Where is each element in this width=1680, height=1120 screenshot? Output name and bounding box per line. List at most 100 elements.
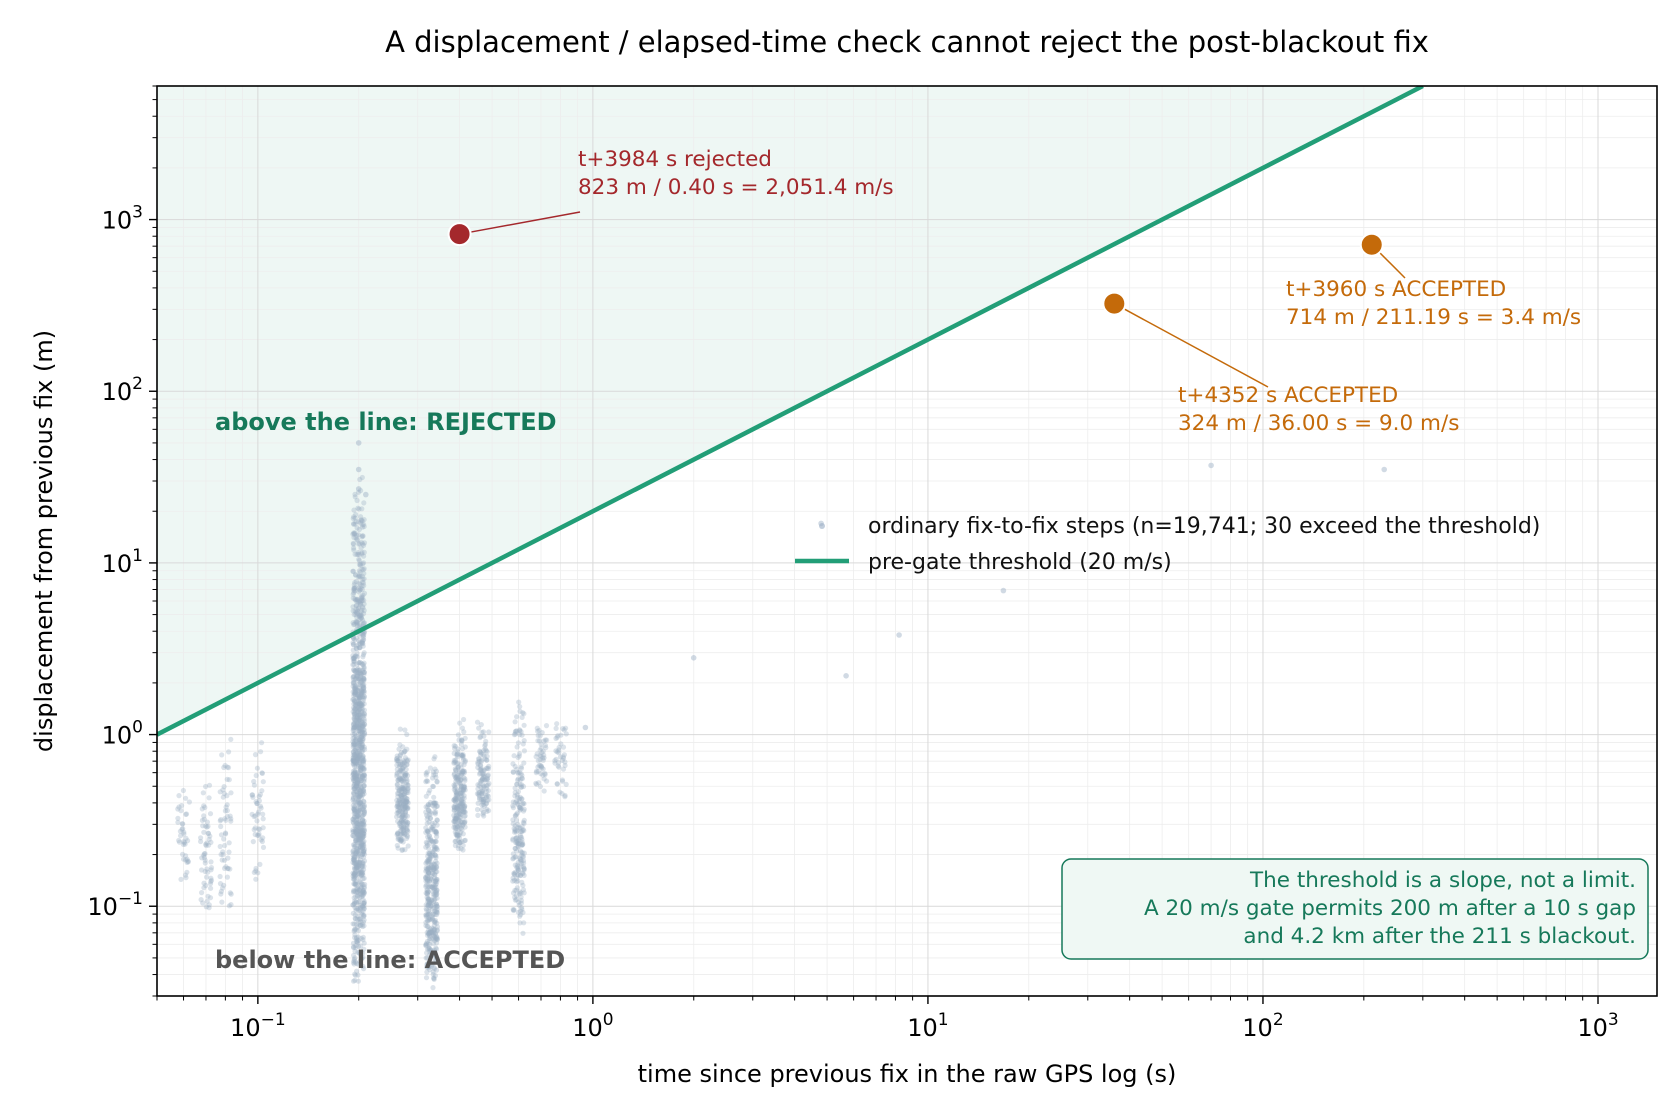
background-point (354, 777, 360, 783)
background-point (454, 787, 461, 793)
background-point (428, 811, 434, 817)
background-point (353, 760, 359, 766)
background-point (355, 972, 361, 978)
background-point (357, 825, 363, 832)
background-point (458, 819, 464, 825)
background-point (361, 838, 367, 844)
background-point (425, 802, 431, 808)
background-point (396, 796, 402, 803)
background-point (350, 749, 356, 755)
background-point (353, 705, 359, 712)
background-point (399, 817, 405, 823)
background-point (427, 904, 433, 910)
background-point (424, 950, 430, 956)
background-point (351, 791, 357, 798)
background-point (358, 561, 364, 567)
background-point (353, 939, 360, 945)
background-point (353, 611, 359, 618)
background-point (175, 806, 181, 812)
background-point (360, 652, 367, 658)
background-point (486, 763, 492, 770)
background-point (405, 772, 411, 779)
background-point (354, 831, 360, 837)
background-point (512, 887, 518, 894)
background-point (203, 841, 209, 848)
background-point (355, 549, 361, 556)
background-point (359, 688, 365, 694)
background-point (433, 830, 439, 836)
background-point (356, 843, 362, 850)
background-point (458, 777, 464, 783)
background-point (399, 773, 405, 779)
background-point (431, 848, 437, 854)
background-point (361, 772, 367, 778)
background-point (355, 928, 361, 934)
background-point (350, 849, 356, 855)
background-point (397, 799, 403, 806)
background-point (224, 802, 230, 808)
background-point (459, 789, 465, 796)
background-point (434, 934, 440, 940)
background-point (358, 601, 364, 607)
background-point (354, 614, 360, 620)
background-point (200, 790, 206, 796)
background-point (428, 947, 434, 953)
background-point (361, 693, 367, 699)
background-point (456, 840, 463, 846)
background-point (431, 843, 437, 850)
background-point (351, 785, 358, 791)
background-point (351, 799, 357, 805)
background-point (361, 875, 367, 881)
background-point (401, 815, 407, 821)
background-point (182, 841, 188, 847)
background-point (354, 672, 360, 678)
background-point (354, 889, 360, 896)
background-point (428, 825, 434, 831)
background-point (402, 799, 408, 806)
background-point (360, 904, 366, 910)
background-point (351, 758, 357, 765)
background-point (353, 906, 359, 912)
background-point (453, 767, 459, 773)
background-point (481, 768, 487, 774)
background-point (394, 753, 400, 759)
background-point (220, 849, 226, 855)
background-point (355, 777, 361, 783)
background-point (355, 794, 361, 800)
background-point (560, 778, 566, 784)
background-point (361, 620, 367, 626)
background-point (452, 822, 458, 828)
background-point (352, 814, 358, 820)
background-point (183, 811, 189, 818)
background-point (455, 760, 461, 766)
background-point (356, 801, 362, 807)
background-point (360, 889, 366, 895)
background-point (352, 807, 358, 813)
background-point (485, 773, 491, 779)
background-point (399, 760, 406, 766)
background-point (430, 891, 437, 897)
background-point (352, 494, 358, 500)
background-point (208, 878, 214, 885)
background-point (352, 654, 358, 660)
background-point (433, 809, 439, 815)
background-point (353, 882, 359, 888)
background-point (359, 539, 365, 546)
background-point (351, 751, 357, 758)
background-point (360, 889, 366, 895)
background-point (254, 800, 260, 807)
background-point (477, 780, 483, 786)
background-point (358, 612, 364, 618)
background-point (353, 838, 359, 844)
background-point (361, 634, 367, 641)
background-point (350, 739, 356, 745)
background-point (361, 788, 367, 795)
y-axis-label: displacement from previous fix (m) (30, 330, 58, 752)
background-point (352, 912, 358, 918)
background-point (361, 833, 367, 839)
background-point (455, 806, 461, 812)
background-point (361, 713, 367, 719)
background-point (359, 506, 365, 512)
background-point (398, 832, 404, 838)
background-point (354, 960, 360, 966)
